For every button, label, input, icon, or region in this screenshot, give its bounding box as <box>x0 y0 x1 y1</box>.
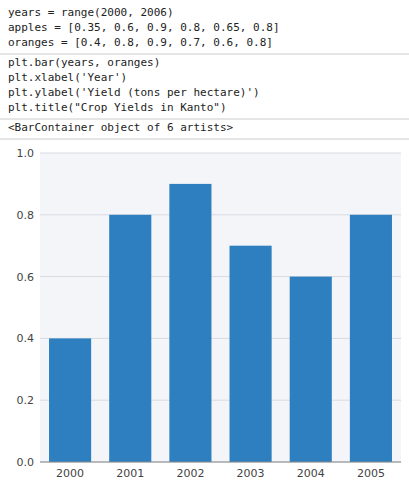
y-tick-label: 0.2 <box>17 394 35 407</box>
grid-line <box>40 214 401 215</box>
code-line: plt.ylabel('Yield (tons per hectare)') <box>8 86 260 99</box>
x-tick-label: 2005 <box>357 467 385 480</box>
bar <box>230 246 272 462</box>
bar <box>350 215 392 462</box>
grid-line <box>40 338 401 339</box>
grid-line <box>40 462 401 463</box>
y-tick-label: 0.8 <box>17 209 35 222</box>
x-tick-label: 2004 <box>297 467 325 480</box>
bar <box>109 215 151 462</box>
x-tick-label: 2001 <box>116 467 144 480</box>
bar <box>49 338 91 462</box>
code-line: oranges = [0.4, 0.8, 0.9, 0.7, 0.6, 0.8] <box>8 36 273 49</box>
y-tick-label: 0.6 <box>17 271 35 284</box>
grid-line <box>40 153 401 154</box>
separator <box>0 54 409 55</box>
separator <box>0 119 409 120</box>
x-axis-line <box>40 462 401 463</box>
y-tick-label: 0.0 <box>17 456 35 469</box>
page: years = range(2000, 2006) apples = [0.35,… <box>0 0 409 486</box>
code-line: plt.xlabel('Year') <box>8 71 127 84</box>
grid-line <box>40 400 401 401</box>
x-tick-label: 2003 <box>237 467 265 480</box>
y-tick-label: 0.4 <box>17 332 35 345</box>
chart-svg: years = range(2000, 2006) apples = [0.35,… <box>0 0 409 486</box>
x-tick-label: 2002 <box>176 467 204 480</box>
y-tick-label: 1.0 <box>17 147 35 160</box>
code-line: years = range(2000, 2006) <box>8 6 174 19</box>
separator <box>0 139 409 140</box>
code-line: <BarContainer object of 6 artists> <box>8 121 234 134</box>
bar <box>290 277 332 462</box>
code-line: plt.title("Crop Yields in Kanto") <box>8 101 227 114</box>
bars <box>49 184 392 462</box>
x-tick-label: 2000 <box>56 467 84 480</box>
bar <box>169 184 211 462</box>
code-line: plt.bar(years, oranges) <box>8 56 160 69</box>
grid-line <box>40 276 401 277</box>
code-line: apples = [0.35, 0.6, 0.9, 0.8, 0.65, 0.8… <box>8 21 280 34</box>
plot-background <box>40 153 401 462</box>
plot-area <box>40 153 401 462</box>
